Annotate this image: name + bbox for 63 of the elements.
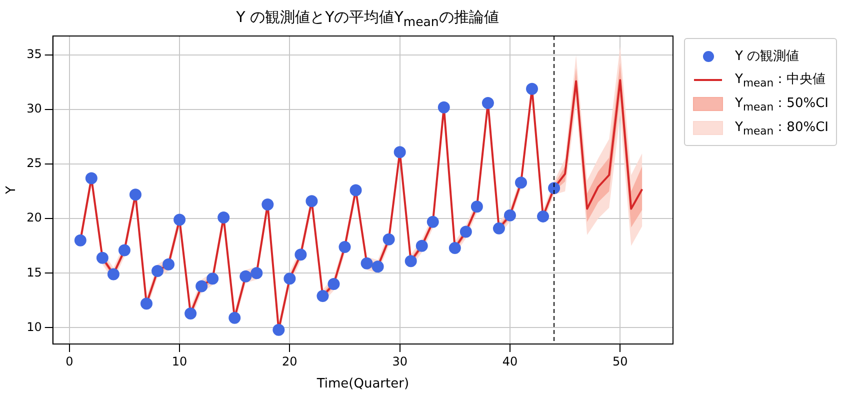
point — [548, 182, 560, 194]
legend-label: Y$_{mean}$：80%CI — [735, 119, 828, 138]
point — [504, 209, 516, 222]
x-tick-label: 30 — [392, 354, 408, 368]
point — [372, 260, 384, 273]
y-tick-label: 25 — [26, 156, 42, 170]
point — [482, 97, 494, 110]
point — [262, 198, 274, 210]
point — [184, 307, 197, 320]
point — [394, 146, 406, 158]
point — [404, 255, 417, 268]
point — [514, 176, 527, 189]
point — [460, 226, 472, 238]
y-tick-label: 20 — [26, 210, 42, 225]
x-tick-label: 0 — [66, 354, 74, 368]
point — [250, 267, 263, 280]
x-axis-title: Time(Quarter) — [316, 376, 410, 392]
y-tick-label: 15 — [26, 265, 42, 280]
legend-label: Y$_{mean}$：中央値 — [735, 71, 826, 90]
point — [240, 270, 252, 282]
point — [174, 214, 186, 226]
point — [218, 212, 230, 224]
point — [526, 82, 538, 95]
point — [272, 324, 285, 336]
point — [129, 188, 142, 201]
point — [470, 200, 483, 213]
point — [140, 298, 152, 310]
point — [96, 252, 108, 264]
x-tick-label: 20 — [282, 354, 298, 368]
point — [196, 280, 208, 292]
point — [537, 210, 550, 222]
point — [448, 242, 461, 254]
chart-title: Y の観測値とYの平均値Y$_{mean}$の推論値 — [235, 8, 500, 29]
point — [316, 290, 329, 302]
point — [162, 258, 175, 270]
point — [328, 278, 340, 290]
point — [438, 101, 450, 114]
point — [492, 222, 505, 234]
point — [74, 234, 86, 246]
point — [382, 233, 395, 246]
y-tick-label: 35 — [26, 47, 42, 62]
point — [426, 216, 439, 228]
point — [416, 240, 428, 252]
point — [284, 272, 296, 285]
point — [107, 268, 120, 280]
y-axis-title: Y — [4, 186, 20, 195]
y-tick-label: 30 — [26, 102, 42, 116]
x-tick-label: 50 — [612, 354, 628, 368]
point — [306, 195, 318, 208]
x-tick-label: 40 — [502, 354, 518, 368]
point — [152, 264, 164, 277]
point — [350, 184, 362, 196]
point — [118, 244, 130, 256]
y-tick-label: 10 — [26, 320, 42, 334]
point — [338, 240, 351, 253]
point — [228, 312, 241, 324]
point — [85, 172, 98, 184]
legend-label: Y$_{mean}$：50%CI — [735, 95, 828, 114]
x-tick-label: 10 — [172, 354, 188, 368]
point — [294, 248, 307, 261]
legend-label: Y の観測値 — [735, 48, 800, 65]
point — [206, 272, 219, 285]
point — [360, 257, 373, 270]
